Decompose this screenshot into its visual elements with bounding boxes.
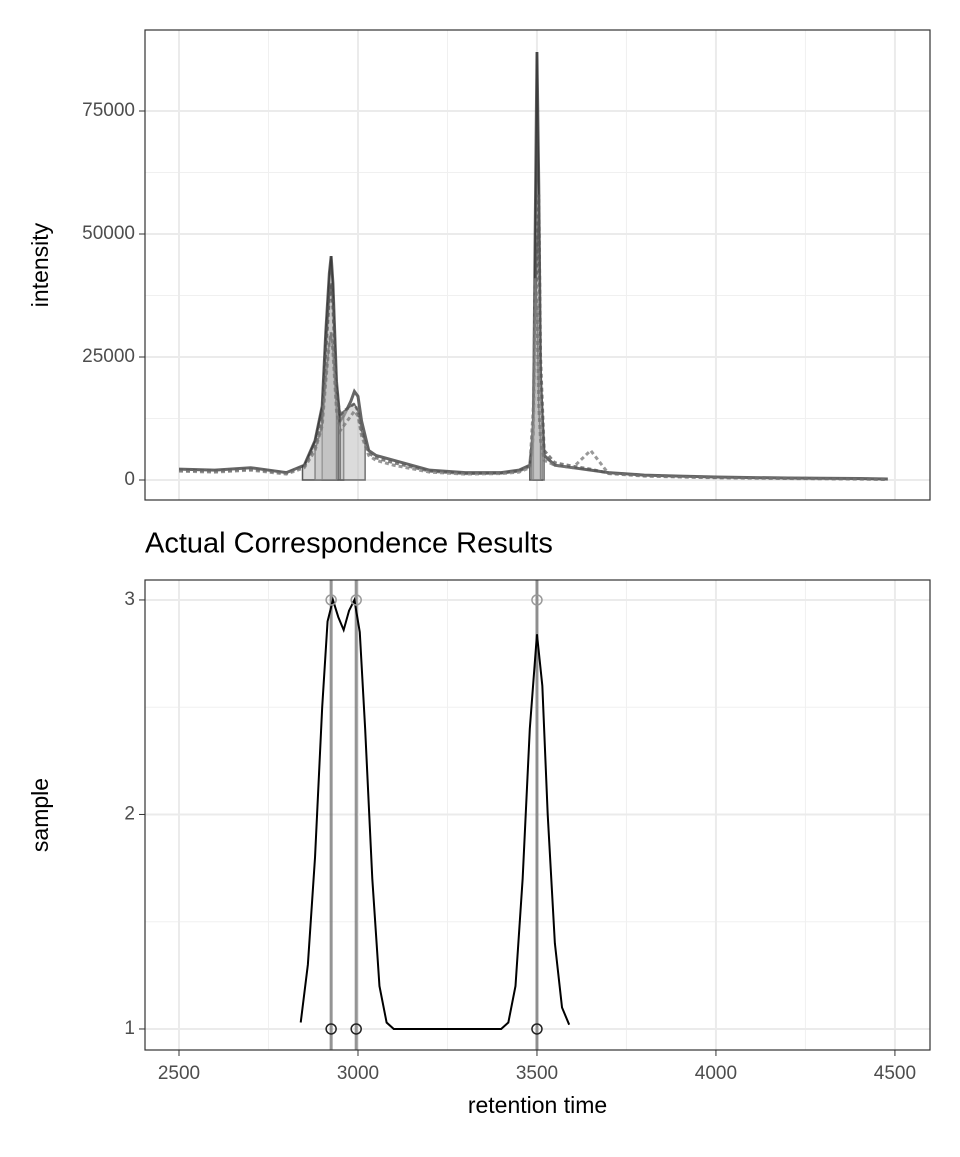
panel-border <box>144 579 931 1051</box>
x-tick-label: 3000 <box>337 1063 379 1084</box>
peak-point <box>325 594 337 606</box>
peak-point <box>325 1023 337 1035</box>
y-axis-label: intensity <box>27 222 53 307</box>
x-tick-label: 3500 <box>516 1063 558 1084</box>
y-tick-label: 2 <box>124 803 135 824</box>
y-tick-label: 50000 <box>82 223 135 244</box>
x-axis-label: retention time <box>468 1092 607 1118</box>
intensity-line <box>178 194 888 481</box>
peak-point <box>531 1023 543 1035</box>
panel-border <box>144 29 931 501</box>
peak-point <box>531 594 543 606</box>
density-line <box>299 596 571 1030</box>
x-tick-label: 2500 <box>158 1063 200 1084</box>
y-tick-label: 75000 <box>82 100 135 121</box>
peak-point <box>350 594 362 606</box>
y-tick-label: 3 <box>124 589 135 610</box>
y-tick-label: 1 <box>124 1018 135 1039</box>
chart-title: Actual Correspondence Results <box>145 528 553 560</box>
x-tick-label: 4000 <box>695 1063 737 1084</box>
x-tick-label: 4500 <box>874 1063 916 1084</box>
peak-point <box>350 1023 362 1035</box>
y-tick-label: 0 <box>124 469 135 490</box>
y-tick-label: 25000 <box>82 346 135 367</box>
y-axis-label: sample <box>27 778 53 852</box>
intensity-line <box>178 51 888 481</box>
